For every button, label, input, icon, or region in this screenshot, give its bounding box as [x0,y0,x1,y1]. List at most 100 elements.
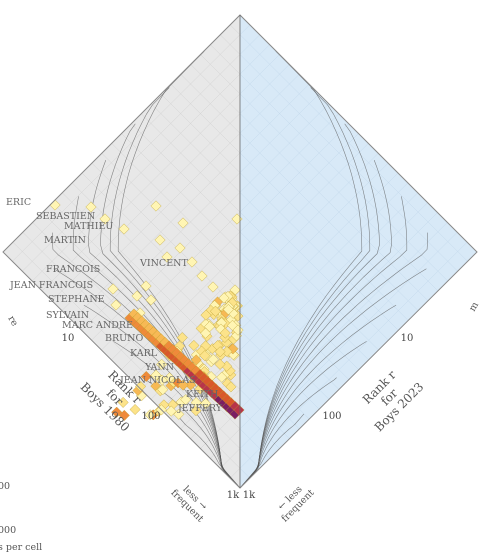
contour-curve [240,159,392,488]
heatmap-cell [177,379,189,391]
grid-line [240,64,476,348]
heatmap-cell [150,369,162,381]
heatmap-cell [216,371,228,383]
grid-line [190,64,240,348]
contour-curve [240,304,397,488]
contour-curve [240,123,380,488]
heatmap-cell [117,396,129,408]
grid-line [240,162,389,447]
contour-curve [53,268,240,488]
grid-line [240,34,477,319]
heatmap-cell [225,381,237,393]
heatmap-cell [190,397,202,409]
name-label-jeffery: JEFFERY [177,403,223,414]
contour-curve [240,413,305,488]
grid-line [141,113,240,398]
grid-line [150,103,240,388]
grid-line [240,212,438,488]
right-tick-100: 100 [322,411,341,422]
grid-line [240,153,379,437]
contour-curve [240,51,363,488]
grid-line [160,93,240,378]
heatmap-cell [118,409,130,421]
grid-line [24,83,240,368]
heatmap-cell [144,409,156,421]
grid-line [170,83,240,368]
grid-line [240,24,477,309]
grid-line [240,54,477,338]
heatmap-cell [190,405,202,417]
heatmap-cell [111,406,123,418]
legend-fragment-000: 000 [0,525,16,536]
name-label-sylvain: SYLVAIN [46,310,89,321]
grid-line [240,64,290,348]
heatmap-cell [85,201,97,213]
name-label-keith: KEITH [186,389,218,400]
grid-line [240,241,468,488]
grid-line [3,24,240,309]
grid-line [121,133,240,417]
heatmap-cell [118,223,130,235]
grid-line [42,212,240,488]
grid-line [4,64,240,348]
contour-curve [240,341,367,488]
legend-fragment-00: 00 [0,481,10,492]
grid-line [22,232,240,488]
name-label-martin: MARTIN [44,235,86,246]
right-tick-1k: 1k [243,490,256,501]
name-label-jean-nicolas: JEAN NICOLAS [119,375,196,386]
name-label-bruno: BRUNO [105,333,143,344]
name-label-vincent: VINCENT [139,258,188,269]
grid-line [3,54,240,338]
grid-line [240,74,466,358]
contour-curve [109,87,240,488]
grid-line [240,123,349,408]
heatmap-cell [200,398,212,410]
grid-line [240,192,418,477]
heatmap-cell [174,242,186,254]
left-tick-100: 100 [141,411,160,422]
heatmap-cell [161,251,173,263]
contour-curve [240,232,428,488]
grid-line [131,123,240,408]
grid-line [180,74,240,358]
heatmap-cell [140,370,152,382]
grid-line [240,172,399,457]
heatmap-cell [207,281,219,293]
left-tick-1k: 1k [227,490,240,501]
grid-line [101,153,240,437]
name-label-sebastien: SEBASTIEN [36,211,95,222]
contour-curve [100,123,240,488]
grid-line [14,74,240,358]
grid-line [240,202,428,487]
heatmap-cell [177,217,189,229]
heatmap-cell [214,346,226,358]
grid-line [240,93,320,378]
name-label-eric: ERIC [6,197,31,208]
grid-line [240,83,456,368]
grid-line [240,222,448,488]
right-edge-fragment: m [467,300,480,313]
legend-fragment-per-cell: s per cell [0,542,42,553]
heatmap-cell [131,290,143,302]
heatmap-cell [180,394,192,406]
name-label-francois: FRANCOIS [46,264,100,275]
heatmap-cell [135,380,147,392]
heatmap-cell [219,327,231,339]
grid-line [240,182,409,467]
heatmap-cell [150,200,162,212]
heatmap-cell [188,339,200,351]
name-label-jean-francois: JEAN FRANCOIS [9,280,93,291]
right-axis-label: Rank r for Boys 2023 [360,368,427,435]
heatmap-cell [145,294,157,306]
heatmap-cell [107,283,119,295]
heatmap-cell [176,332,188,344]
contour-curve [240,87,371,488]
contour-curve [175,413,240,488]
heatmap-cell [200,309,212,321]
grid-line [240,83,310,368]
grid-line [240,74,300,358]
grid-line [240,143,369,427]
heatmap-cell [157,384,169,396]
grid-line [240,113,339,398]
